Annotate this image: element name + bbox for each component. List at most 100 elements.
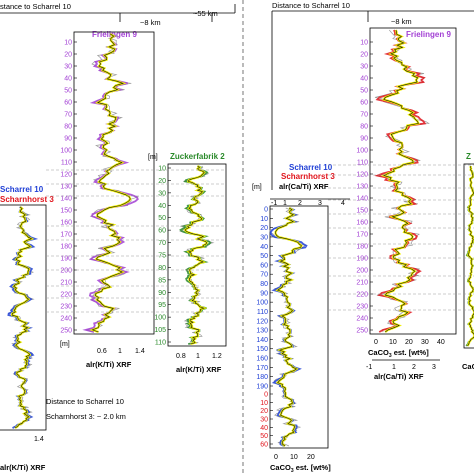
rfr-depth-label-6: 70 <box>360 112 368 119</box>
frielingen-xlabel: alr(K/Ti) XRF <box>86 360 132 369</box>
rfr-depth-label-10: 110 <box>357 160 368 167</box>
rfr-depth-label-20: 210 <box>356 280 368 287</box>
frielingen-depth-label-8: 90 <box>64 136 72 143</box>
frielingen-depth-label-11: 120 <box>60 172 72 179</box>
rsc-depth-blue-label-7: 70 <box>260 272 268 279</box>
right-scharrel-unit: [m] <box>252 184 262 191</box>
rsc-depth-blue-label-14: 140 <box>256 337 268 344</box>
rsc-depth-red-label-0: 0 <box>264 392 268 399</box>
frielingen-depth-label-9: 100 <box>60 148 72 155</box>
rsc-top-tick-4: 4 <box>341 200 345 207</box>
right-distance-header: Distance to Scharrel 10 <box>272 1 350 10</box>
rfr-depth-label-24: 250 <box>356 328 368 335</box>
frielingen-depth-label-18: 190 <box>60 256 72 263</box>
rfr-depth-label-12: 130 <box>356 184 368 191</box>
rfr-smoothed-core <box>383 29 419 333</box>
frielingen-depth-label-20: 210 <box>60 280 72 287</box>
right-zucker-frame <box>463 163 474 349</box>
zucker-depth-label-13: 105 <box>154 327 166 334</box>
rsc-depth-blue-label-0: 0 <box>264 207 268 214</box>
rsc-top-tick-0: -1 <box>271 200 277 207</box>
rsc-depth-blue-label-11: 110 <box>257 309 268 316</box>
left-scharrel-plot <box>7 206 39 429</box>
frielingen-xtick-0: 0.6 <box>97 348 107 355</box>
rfr-depth-label-3: 40 <box>360 76 368 83</box>
right-scharrel-title: Scharrel 10 <box>289 163 333 172</box>
frielingen-plot <box>82 33 139 334</box>
frielingen-depth-label-1: 20 <box>64 52 72 59</box>
zucker-depth-label-2: 30 <box>158 190 166 197</box>
rfr-depth-label-19: 200 <box>356 268 368 275</box>
rsc-xtick-0: 0 <box>274 454 278 461</box>
rsc-depth-blue-label-5: 50 <box>260 253 268 260</box>
left-scharrel-frame <box>0 204 47 431</box>
frielingen-depth-label-4: 50 <box>64 88 72 95</box>
zucker-plot <box>179 165 215 346</box>
zucker-depth-label-1: 20 <box>158 178 166 185</box>
rsc-depth-blue-label-15: 150 <box>256 346 268 353</box>
left-panel: stance to Scharrel 10 ~8 km ~55 km Friel… <box>0 2 236 472</box>
zucker-depth-label-12: 100 <box>154 315 166 322</box>
left-distance-header: stance to Scharrel 10 <box>0 2 71 11</box>
rsc-smoothed-core <box>275 207 302 447</box>
frielingen-depth-label-15: 160 <box>60 220 72 227</box>
frielingen-depth-label-3: 40 <box>64 76 72 83</box>
frielingen-depth-label-22: 230 <box>60 304 72 311</box>
rsc-depth-blue-label-1: 10 <box>260 216 268 223</box>
frielingen-frame <box>73 31 155 335</box>
rsc-calc-label: CaCO3 est. [wt%] <box>270 463 331 474</box>
rsc-depth-blue-label-18: 180 <box>256 374 268 381</box>
left-bottom-xlabel: alr(K/Ti) XRF <box>0 463 46 472</box>
zucker-depth-label-14: 110 <box>155 340 166 347</box>
frielingen-depth-label-5: 60 <box>64 100 72 107</box>
frielingen-depth-label-10: 110 <box>61 160 72 167</box>
zucker-depth-label-11: 95 <box>158 302 166 309</box>
rfr-xtick-2: 20 <box>405 339 413 346</box>
rfr-depth-label-16: 170 <box>356 232 368 239</box>
frielingen-depth-label-12: 130 <box>60 184 72 191</box>
rfr-xtick-0: 0 <box>374 339 378 346</box>
zucker-xtick-1: 1 <box>196 353 200 360</box>
frielingen-depth-label-17: 180 <box>60 244 72 251</box>
zucker-depth-label-6: 70 <box>158 240 166 247</box>
left-scharrel-title: Scharrel 10 <box>0 185 44 194</box>
frielingen-depth-axis: 10 20 30 40 50 60 70 80 90 100 110 120 130 140 150 160 1… <box>60 40 77 335</box>
rsc-depth-red-label-5: 50 <box>260 433 268 440</box>
rsc-depth-red-label-6: 60 <box>260 442 268 449</box>
zucker-depth-label-3: 40 <box>158 203 166 210</box>
frielingen-title: Frielingen 9 <box>92 30 137 39</box>
rsc-depth-blue-label-17: 170 <box>256 365 268 372</box>
right-scharrel-toplabel: alr(Ca/Ti) XRF <box>279 182 329 191</box>
rsc-depth-blue-label-8: 80 <box>260 281 268 288</box>
rsc-depth-blue-label-9: 90 <box>260 290 268 297</box>
rsc-depth-blue-label-6: 60 <box>260 262 268 269</box>
rsc-depth-blue-label-19: 190 <box>256 384 268 391</box>
rfr-depth-label-22: 230 <box>356 304 368 311</box>
rsc-smoothed-trace <box>274 207 303 447</box>
frielingen-xtick-1: 1 <box>118 348 122 355</box>
zucker-depth-label-5: 60 <box>158 228 166 235</box>
rsc-top-tick-2: 2 <box>298 200 302 207</box>
rfr-depth-label-17: 180 <box>356 244 368 251</box>
zucker-xtick-0: 0.8 <box>176 353 186 360</box>
left-8km-label: ~8 km <box>140 18 161 27</box>
rfr-depth-label-7: 80 <box>360 124 368 131</box>
rsc-depth-red-label-1: 10 <box>260 400 268 407</box>
rfr-depth-label-13: 140 <box>356 196 368 203</box>
rsc-depth-red-label-4: 40 <box>260 425 268 432</box>
rfr-depth-label-18: 190 <box>356 256 368 263</box>
frielingen-depth-label-14: 150 <box>60 208 72 215</box>
zucker-depth-label-8: 80 <box>158 265 166 272</box>
right-frielingen-depth-axis: 10 20 30 40 50 60 70 80 90 100 110 120 130 140 150 160 1… <box>356 40 373 335</box>
rfr-depth-label-1: 20 <box>360 52 368 59</box>
right-correlation-lines <box>328 164 474 311</box>
zucker-frame <box>167 163 227 347</box>
distance-note-value: Scharnhorst 3: ~ 2.0 km <box>46 412 126 421</box>
frielingen-depth-label-19: 200 <box>60 268 72 275</box>
rsc-depth-blue-label-13: 130 <box>256 328 268 335</box>
rsc-depth-red-label-3: 30 <box>260 417 268 424</box>
rsc-top-tick-3: 3 <box>318 200 322 207</box>
zucker-depth-label-0: 10 <box>158 166 166 173</box>
rsc-depth-blue-label-3: 30 <box>260 234 268 241</box>
